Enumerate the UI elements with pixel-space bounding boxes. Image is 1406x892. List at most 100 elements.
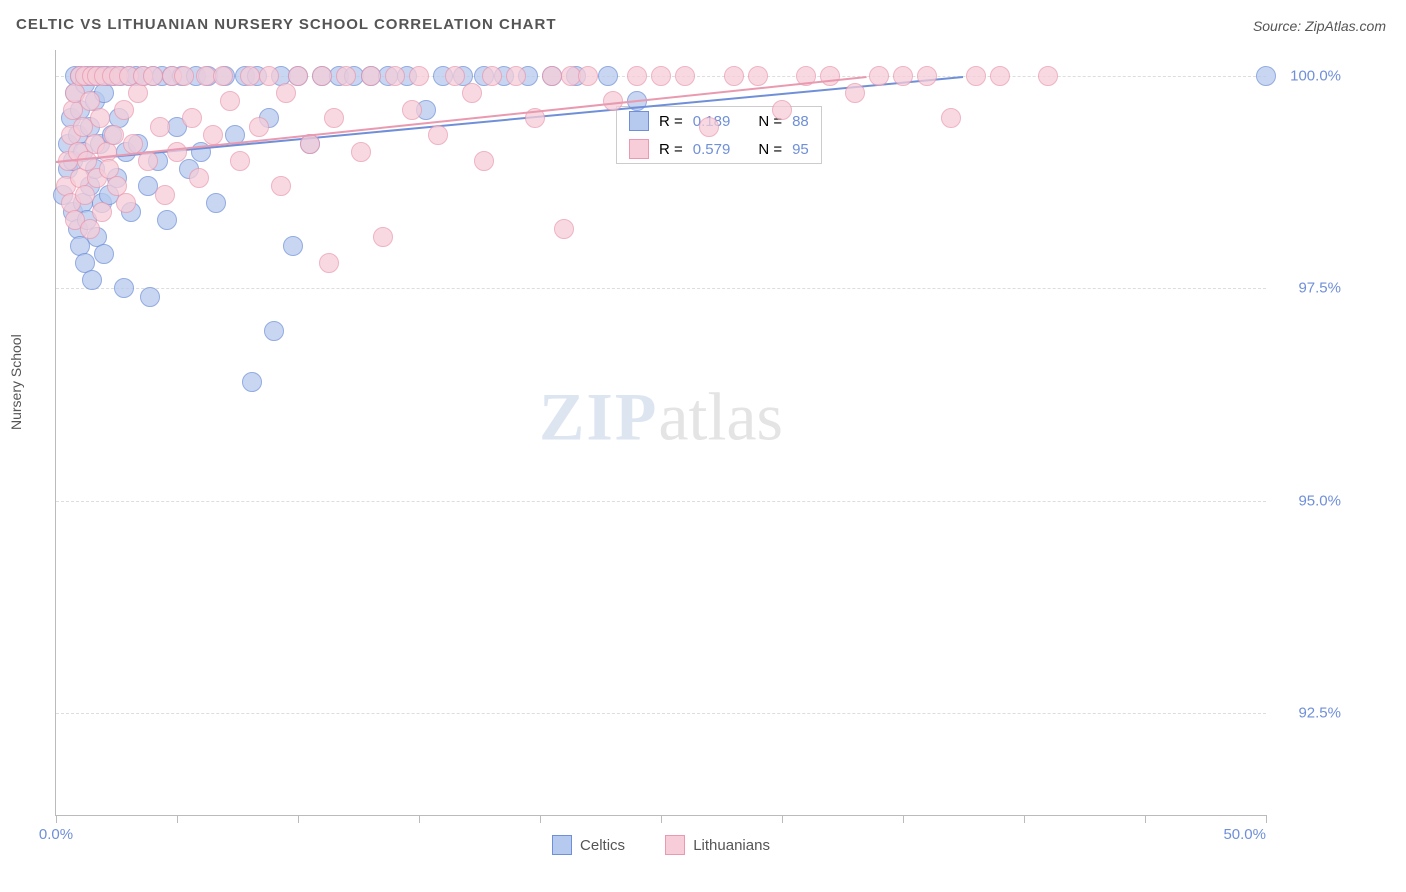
x-tick: [419, 815, 420, 823]
data-point: [675, 66, 695, 86]
data-point: [271, 176, 291, 196]
data-point: [116, 193, 136, 213]
legend-item: Celtics: [552, 835, 625, 855]
data-point: [462, 83, 482, 103]
data-point: [150, 117, 170, 137]
data-point: [114, 278, 134, 298]
lithuanians-swatch-icon: [629, 139, 649, 159]
watermark: ZIPatlas: [539, 378, 783, 457]
legend-label: Lithuanians: [693, 837, 770, 854]
data-point: [385, 66, 405, 86]
gridline: [56, 501, 1266, 502]
celtics-swatch-icon: [629, 111, 649, 131]
data-point: [336, 66, 356, 86]
data-point: [917, 66, 937, 86]
data-point: [167, 142, 187, 162]
x-tick: [1024, 815, 1025, 823]
data-point: [990, 66, 1010, 86]
data-point: [598, 66, 618, 86]
y-tick-label: 100.0%: [1276, 67, 1341, 84]
data-point: [428, 125, 448, 145]
y-tick-label: 92.5%: [1276, 705, 1341, 722]
data-point: [203, 125, 223, 145]
x-tick-label: 0.0%: [39, 826, 73, 843]
data-point: [402, 100, 422, 120]
chart-title: CELTIC VS LITHUANIAN NURSERY SCHOOL CORR…: [16, 16, 557, 33]
x-tick: [540, 815, 541, 823]
x-tick-label: 50.0%: [1223, 826, 1266, 843]
x-tick: [1145, 815, 1146, 823]
data-point: [554, 219, 574, 239]
data-point: [92, 202, 112, 222]
data-point: [242, 372, 262, 392]
data-point: [128, 83, 148, 103]
r-label: R =: [659, 141, 683, 158]
data-point: [845, 83, 865, 103]
data-point: [182, 108, 202, 128]
data-point: [114, 100, 134, 120]
data-point: [724, 66, 744, 86]
data-point: [94, 244, 114, 264]
data-point: [966, 66, 986, 86]
data-point: [627, 66, 647, 86]
data-point: [189, 168, 209, 188]
data-point: [409, 66, 429, 86]
bottom-legend: Celtics Lithuanians: [56, 835, 1266, 859]
data-point: [155, 185, 175, 205]
n-label: N =: [758, 141, 782, 158]
source-attribution: Source: ZipAtlas.com: [1253, 18, 1386, 34]
data-point: [75, 185, 95, 205]
data-point: [1256, 66, 1276, 86]
data-point: [283, 236, 303, 256]
data-point: [213, 66, 233, 86]
data-point: [445, 66, 465, 86]
data-point: [276, 83, 296, 103]
data-point: [82, 270, 102, 290]
data-point: [319, 253, 339, 273]
data-point: [324, 108, 344, 128]
data-point: [361, 66, 381, 86]
data-point: [90, 108, 110, 128]
watermark-text-2: atlas: [658, 379, 783, 455]
y-tick-label: 97.5%: [1276, 280, 1341, 297]
data-point: [312, 66, 332, 86]
x-tick: [56, 815, 57, 823]
plot-area: ZIPatlas R = 0.189 N = 88 R = 0.579 N = …: [55, 50, 1266, 816]
x-tick: [903, 815, 904, 823]
data-point: [482, 66, 502, 86]
gridline: [56, 713, 1266, 714]
y-axis-label: Nursery School: [8, 334, 24, 430]
data-point: [578, 66, 598, 86]
data-point: [157, 210, 177, 230]
gridline: [56, 288, 1266, 289]
n-value: 95: [792, 141, 809, 158]
data-point: [351, 142, 371, 162]
data-point: [264, 321, 284, 341]
x-tick: [782, 815, 783, 823]
data-point: [80, 219, 100, 239]
x-tick: [661, 815, 662, 823]
data-point: [474, 151, 494, 171]
n-value: 88: [792, 113, 809, 130]
data-point: [174, 66, 194, 86]
x-tick: [1266, 815, 1267, 823]
data-point: [651, 66, 671, 86]
x-tick: [298, 815, 299, 823]
data-point: [699, 117, 719, 137]
data-point: [542, 66, 562, 86]
data-point: [220, 91, 240, 111]
data-point: [230, 151, 250, 171]
r-label: R =: [659, 113, 683, 130]
watermark-text-1: ZIP: [539, 379, 658, 455]
data-point: [143, 66, 163, 86]
data-point: [373, 227, 393, 247]
x-tick: [177, 815, 178, 823]
data-point: [941, 108, 961, 128]
data-point: [140, 287, 160, 307]
data-point: [206, 193, 226, 213]
data-point: [288, 66, 308, 86]
data-point: [1038, 66, 1058, 86]
legend-item: Lithuanians: [665, 835, 770, 855]
stats-row: R = 0.579 N = 95: [617, 135, 821, 163]
data-point: [240, 66, 260, 86]
